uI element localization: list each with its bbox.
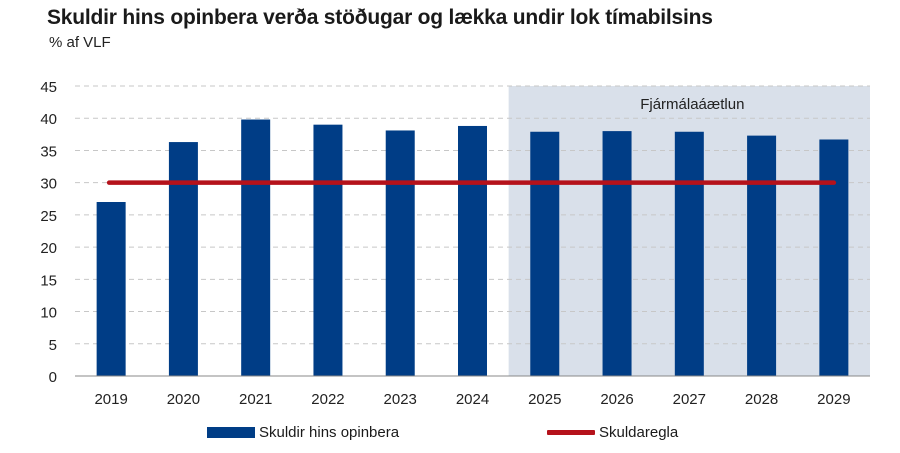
bar: [96, 202, 126, 376]
y-tick-label: 0: [49, 369, 57, 386]
bar: [458, 125, 487, 376]
x-tick-label: 2028: [745, 391, 778, 408]
y-tick-label: 45: [40, 79, 57, 96]
x-tick-label: 2025: [528, 391, 561, 408]
x-tick-label: 2029: [817, 391, 850, 408]
y-tick-label: 40: [40, 111, 57, 128]
x-tick-label: 2026: [600, 391, 633, 408]
bar: [168, 142, 198, 376]
y-tick-label: 5: [49, 337, 57, 354]
y-tick-label: 35: [40, 143, 57, 160]
x-tick-label: 2022: [311, 391, 344, 408]
y-tick-label: 15: [40, 272, 57, 289]
legend-item-debt: Skuldir hins opinbera: [207, 424, 399, 441]
legend-item-rule: Skuldaregla: [547, 424, 678, 441]
x-tick-label: 2021: [239, 391, 272, 408]
x-tick-label: 2027: [673, 391, 706, 408]
chart-title: Skuldir hins opinbera verða stöðugar og …: [47, 6, 713, 29]
bar: [819, 139, 849, 376]
bar: [385, 130, 415, 376]
legend-label-rule: Skuldaregla: [599, 424, 679, 441]
y-tick-label: 30: [40, 176, 57, 193]
chart-subtitle: % af VLF: [49, 34, 111, 51]
x-tick-label: 2024: [456, 391, 489, 408]
y-tick-label: 25: [40, 208, 57, 225]
bar: [241, 119, 271, 376]
bar: [530, 131, 560, 376]
legend-swatch-debt: [207, 427, 255, 438]
bar: [674, 131, 704, 376]
x-tick-label: 2020: [167, 391, 200, 408]
bar: [313, 124, 343, 377]
y-tick-label: 20: [40, 240, 57, 257]
x-tick-label: 2019: [94, 391, 127, 408]
legend-label-debt: Skuldir hins opinbera: [259, 424, 400, 441]
x-tick-label: 2023: [384, 391, 417, 408]
y-tick-label: 10: [40, 305, 57, 322]
bar: [747, 135, 777, 376]
legend-swatch-rule: [547, 430, 595, 435]
bar: [602, 131, 632, 376]
forecast-label: Fjármálaáætlun: [640, 96, 744, 113]
